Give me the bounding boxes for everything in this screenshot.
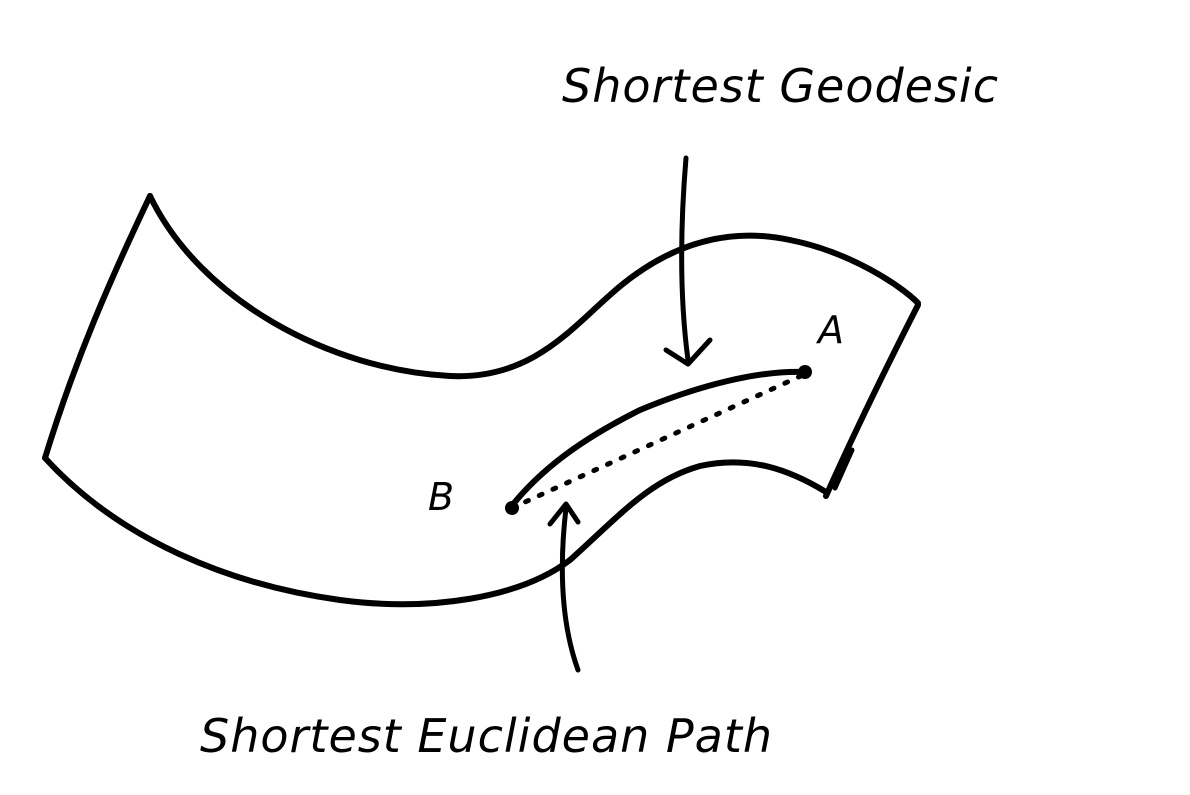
- surface-bottom-edge: [42, 455, 829, 608]
- euclidean-path: [509, 371, 808, 511]
- surface-top-edge: [147, 193, 921, 380]
- surface-right-edge-tick: [832, 447, 855, 491]
- geodesic-path: [507, 368, 808, 511]
- surface-right-edge: [823, 302, 921, 499]
- point-b-label: B: [428, 475, 454, 519]
- point-a-marker: [798, 365, 812, 379]
- point-a-label: A: [815, 308, 844, 352]
- euclidean-arrow: [547, 501, 581, 673]
- point-b-marker: [505, 501, 519, 515]
- surface-left-edge: [42, 193, 153, 461]
- geodesic-arrow: [663, 155, 713, 367]
- shortest-geodesic-label: Shortest Geodesic: [562, 59, 999, 113]
- shortest-euclidean-path-label: Shortest Euclidean Path: [200, 709, 773, 763]
- surface-outline: [42, 193, 921, 608]
